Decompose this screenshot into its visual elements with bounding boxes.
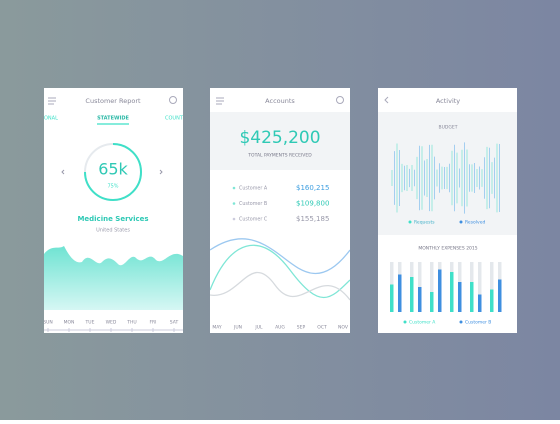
gauge-value: 65k [98, 160, 128, 179]
bar [410, 277, 414, 312]
chart-title: MONTHLY EXPENSES 2015 [418, 246, 477, 252]
line [210, 271, 350, 301]
gauge-percent: 75% [107, 184, 118, 190]
title: Accounts [265, 97, 295, 105]
search-icon[interactable] [169, 96, 177, 104]
menu-icon[interactable] [216, 97, 224, 105]
day-label: THU [126, 320, 136, 326]
bar [478, 294, 482, 312]
day-label: MON [64, 320, 75, 326]
summary-bg [210, 112, 350, 170]
month-label: AUG [275, 325, 285, 331]
dot [232, 186, 236, 190]
bar [398, 274, 402, 312]
report-card: Customer Report ONAL STATEWIDE COUNT 65k… [43, 88, 184, 333]
legend-label: Customer A [409, 320, 436, 326]
title: Activity [436, 97, 460, 105]
region: United States [96, 228, 130, 234]
menu-icon[interactable] [48, 97, 56, 105]
budget-bg [378, 112, 517, 235]
legend-dot [408, 220, 412, 224]
tab[interactable]: ONAL [44, 116, 58, 122]
gauge-arc [84, 143, 142, 201]
month-label: NOV [338, 325, 349, 331]
bar [470, 282, 474, 312]
bar [458, 282, 462, 312]
legend-dot [459, 320, 463, 324]
legend-label: Resolved [465, 220, 485, 226]
back-icon[interactable] [384, 96, 389, 104]
day-label: TUE [85, 320, 95, 326]
legend-dot [459, 220, 463, 224]
customer-name: Customer A [239, 186, 268, 192]
bar [430, 292, 434, 312]
customer-name: Customer C [239, 217, 268, 223]
tab-active[interactable]: STATEWIDE [97, 116, 129, 122]
bar [390, 284, 394, 312]
title: Customer Report [85, 97, 141, 105]
month-label: MAY [212, 325, 222, 331]
bar [450, 272, 454, 312]
bar [438, 269, 442, 312]
line [210, 244, 350, 299]
activity-card: Activity BUDGET Requests Resolved MONTHL… [378, 88, 517, 333]
month-label: SEP [297, 325, 306, 331]
customer-amount: $109,800 [296, 200, 329, 208]
bar [418, 287, 422, 312]
dot [232, 202, 236, 205]
total: $425,200 [239, 128, 320, 148]
bar-track [430, 262, 434, 312]
customer-amount: $160,215 [296, 184, 329, 192]
accounts-card: Accounts $425,200 TOTAL PAYMENTS RECEIVE… [210, 88, 350, 333]
dot [232, 217, 236, 221]
day-label: SUN [43, 320, 53, 326]
tab[interactable]: COUNT [165, 116, 184, 122]
month-label: JUN [233, 325, 242, 331]
month-label: OCT [317, 325, 327, 331]
arrows[interactable] [61, 169, 163, 175]
line [210, 238, 350, 275]
bar [498, 279, 502, 312]
legend-dot [403, 320, 407, 324]
legend-label: Customer B [465, 320, 491, 326]
budget-label: BUDGET [439, 125, 458, 131]
bar-track [490, 262, 494, 312]
bar [490, 289, 494, 312]
day-label: WED [106, 320, 117, 326]
customer-name: Customer B [239, 201, 267, 207]
day-label: SAT [170, 320, 179, 326]
customer-amount: $155,185 [296, 215, 329, 223]
area-chart [44, 246, 183, 310]
bar-track [478, 262, 482, 312]
day-label: FRI [149, 320, 156, 326]
total-label: TOTAL PAYMENTS RECEIVED [247, 153, 312, 159]
search-icon[interactable] [336, 96, 344, 104]
legend-label: Requests [414, 220, 435, 226]
month-label: JUL [254, 325, 263, 331]
category: Medicine Services [77, 215, 148, 223]
